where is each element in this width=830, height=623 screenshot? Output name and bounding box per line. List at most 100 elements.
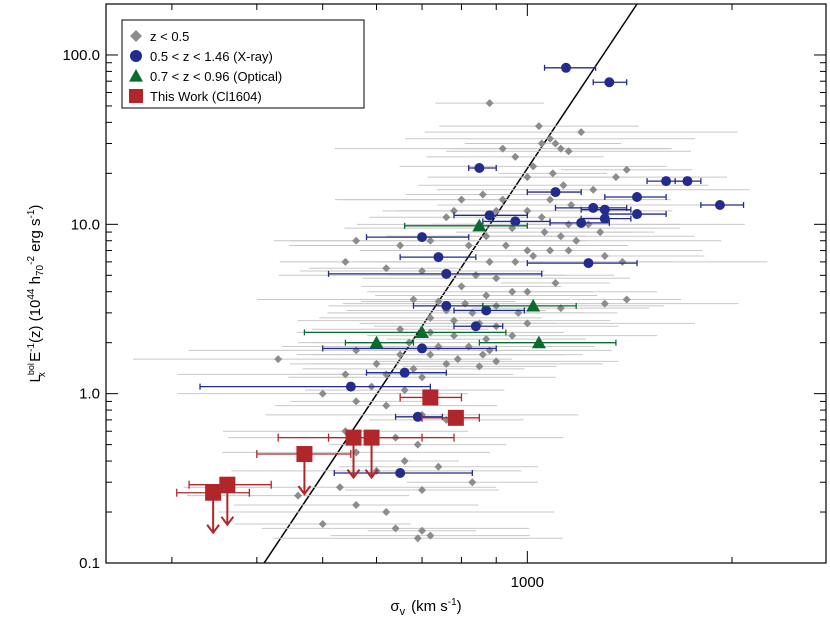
- lowz-point: [396, 350, 405, 359]
- lowz-point: [468, 478, 477, 487]
- y-label-sup: bol: [26, 363, 36, 375]
- lowz-point: [523, 319, 532, 328]
- y-label-rest3-sub: 70: [35, 264, 46, 276]
- lowz-point: [523, 287, 532, 296]
- lowz-point: [548, 169, 557, 178]
- xray-point: [470, 321, 481, 332]
- lowz-point: [426, 350, 435, 359]
- lowz-point: [442, 359, 451, 368]
- lowz-point: [418, 526, 427, 535]
- lowz-point: [409, 364, 418, 373]
- series-lowz: [133, 99, 768, 543]
- fit-line-group: [263, 4, 638, 563]
- lowz-point: [564, 246, 573, 255]
- xray-point: [395, 467, 406, 478]
- xray-point: [576, 217, 587, 228]
- xray-point: [632, 191, 643, 202]
- lowz-point: [511, 152, 520, 161]
- lowz-point: [341, 257, 350, 266]
- thiswork-point: [447, 409, 464, 426]
- legend-label: This Work (Cl1604): [150, 89, 262, 104]
- xray-point: [661, 176, 672, 187]
- lowz-point: [577, 128, 586, 137]
- lowz-point: [492, 206, 501, 215]
- x-axis-label-units-close: ): [457, 598, 462, 615]
- lowz-point: [478, 190, 487, 199]
- xray-point: [599, 204, 610, 215]
- y-tick-label: 10.0: [71, 216, 100, 233]
- xray-point: [481, 305, 492, 316]
- lowz-point: [589, 185, 598, 194]
- lowz-point: [546, 246, 555, 255]
- thiswork-point: [363, 429, 380, 446]
- lowz-point: [335, 483, 344, 492]
- y-label-rest1-sup: -1: [26, 343, 37, 352]
- lowz-point: [449, 206, 458, 215]
- legend-label: z < 0.5: [150, 29, 189, 44]
- series-xray: [199, 62, 745, 478]
- optical-point: [526, 298, 541, 312]
- lowz-point: [600, 299, 609, 308]
- lowz-point: [434, 462, 443, 471]
- lowz-point: [482, 335, 491, 344]
- xray-point: [604, 77, 615, 88]
- lowz-point: [508, 331, 517, 340]
- lowz-point: [294, 491, 303, 500]
- xray-point: [441, 268, 452, 279]
- x-tick-label: 1000: [511, 574, 544, 591]
- lowz-point: [372, 359, 381, 368]
- y-label-rest5: ): [27, 205, 44, 210]
- lowz-point: [475, 362, 484, 371]
- x-axis-label-units-exp: -1: [448, 597, 457, 608]
- lowz-point: [492, 357, 501, 366]
- thiswork-point: [219, 476, 236, 493]
- lowz-point: [453, 355, 462, 364]
- y-label-rest3-sup: -2: [26, 256, 37, 265]
- xray-point: [474, 163, 485, 174]
- lowz-point: [418, 485, 427, 494]
- lowz-point: [352, 346, 361, 355]
- lowz-point: [564, 220, 573, 229]
- lowz-point: [523, 206, 532, 215]
- y-label-rest2: (z) (10: [27, 300, 44, 343]
- lowz-point: [426, 531, 435, 540]
- thiswork-upper-limit-arrowhead: [364, 469, 379, 480]
- axis-ticks: [106, 4, 826, 564]
- lowz-point: [567, 201, 576, 210]
- lowz-point: [396, 241, 405, 250]
- thiswork-point: [205, 484, 222, 501]
- lowz-point: [551, 279, 560, 288]
- lowz-point: [482, 232, 491, 241]
- thiswork-point: [296, 446, 313, 463]
- xray-point: [417, 343, 428, 354]
- lowz-point: [485, 346, 494, 355]
- lowz-point: [523, 173, 532, 182]
- xray-point: [345, 381, 356, 392]
- y-tick-label: 0.1: [79, 555, 100, 572]
- xray-point: [714, 200, 725, 211]
- lowz-point: [529, 251, 538, 260]
- fit-line: [263, 4, 638, 563]
- lowz-point: [498, 195, 507, 204]
- lowz-point: [556, 232, 565, 241]
- lowz-point: [546, 134, 555, 143]
- xray-point: [682, 176, 693, 187]
- lowz-point: [534, 122, 543, 131]
- lowz-point: [426, 236, 435, 245]
- y-tick-label: 1.0: [79, 386, 100, 403]
- optical-point: [531, 335, 546, 349]
- legend-marker-square: [129, 89, 143, 103]
- lowz-point: [556, 144, 565, 153]
- xray-point: [412, 411, 423, 422]
- lowz-point: [511, 257, 520, 266]
- lowz-point: [600, 251, 609, 260]
- lowz-point: [464, 241, 473, 250]
- lowz-point: [449, 316, 458, 325]
- lowz-point: [409, 295, 418, 304]
- thiswork-point: [422, 389, 439, 406]
- legend-box: [121, 19, 365, 109]
- lowz-point: [352, 397, 361, 406]
- lowz-point: [498, 144, 507, 153]
- lowz-point: [434, 297, 443, 306]
